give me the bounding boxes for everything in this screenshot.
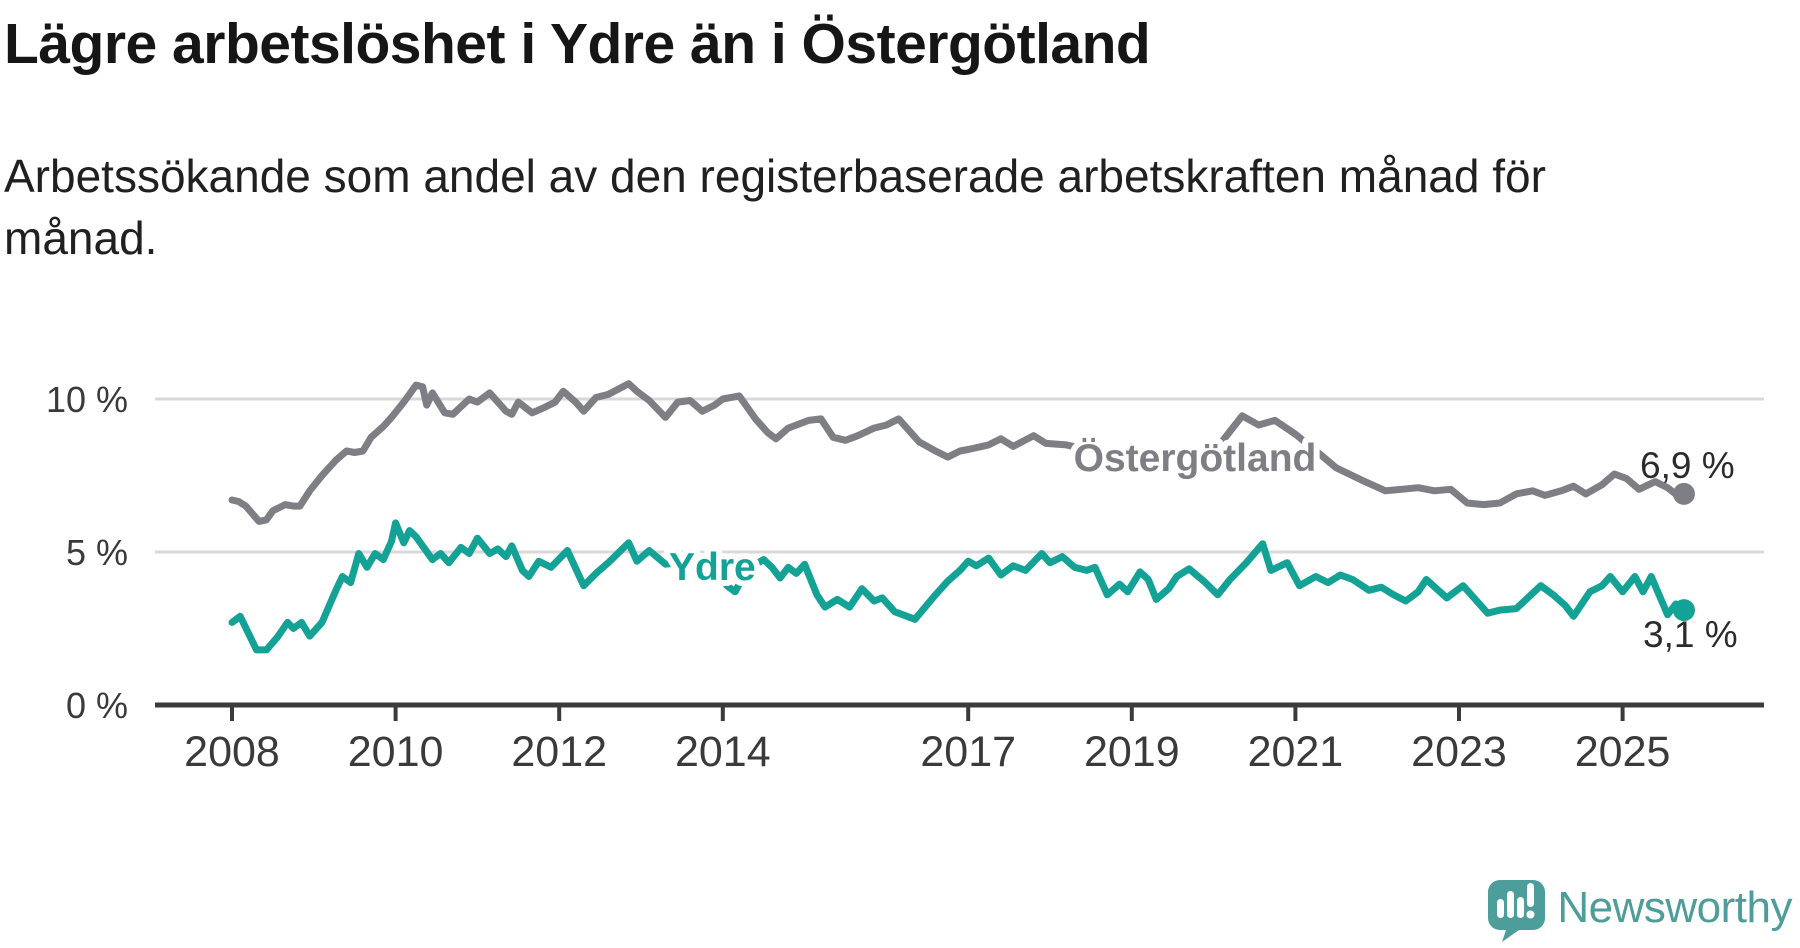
series-end-dot-ydre xyxy=(1672,599,1695,622)
newsworthy-wordmark: Newsworthy xyxy=(1557,883,1792,932)
x-tick-label-2019: 2019 xyxy=(1084,728,1180,776)
chart-title: Lägre arbetslöshet i Ydre än i Östergötl… xyxy=(4,12,1151,76)
x-tick-label-2012: 2012 xyxy=(511,728,607,776)
end-value-label-ydre: 3,1 % xyxy=(1643,614,1738,655)
newsworthy-branding: Newsworthy xyxy=(1488,880,1792,942)
y-tick-label-0: 0 % xyxy=(66,685,128,726)
series-line-ydre xyxy=(228,519,1688,654)
x-tick-label-2025: 2025 xyxy=(1575,728,1671,776)
x-tick-label-2021: 2021 xyxy=(1248,728,1344,776)
y-tick-label-10: 10 % xyxy=(46,379,128,420)
end-value-label-östergötland: 6,9 % xyxy=(1640,445,1735,486)
x-tick-label-2010: 2010 xyxy=(348,728,444,776)
series-end-dot-östergötland xyxy=(1672,482,1695,505)
newsworthy-logo-icon xyxy=(1488,880,1546,942)
x-tick-label-2014: 2014 xyxy=(675,728,771,776)
x-tick-label-2017: 2017 xyxy=(920,728,1016,776)
y-tick-label-5: 5 % xyxy=(66,532,128,573)
series-line-östergötland xyxy=(228,380,1688,525)
x-tick-label-2008: 2008 xyxy=(184,728,280,776)
series-label-östergötland: Östergötland xyxy=(1074,437,1317,480)
chart-subtitle: Arbetssökande som andel av den registerb… xyxy=(4,150,1546,264)
series-label-ydre: Ydre xyxy=(669,546,756,589)
x-tick-label-2023: 2023 xyxy=(1411,728,1507,776)
